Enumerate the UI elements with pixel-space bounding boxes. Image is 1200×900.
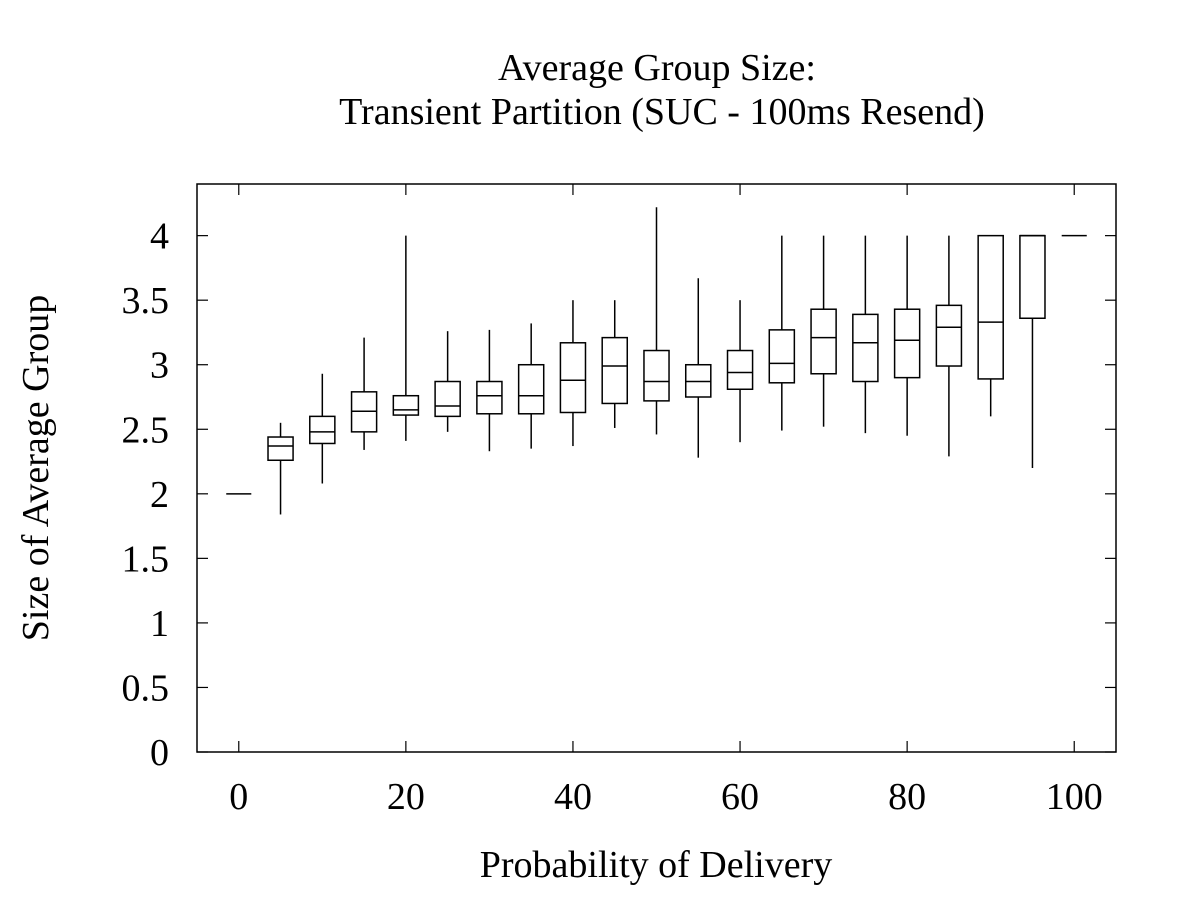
x-tick-label: 60: [721, 776, 759, 818]
box: [643, 349, 670, 402]
x-axis-label: Probability of Delivery: [480, 844, 832, 886]
y-tick-label: 2: [150, 474, 169, 516]
box: [434, 380, 461, 418]
plot-area: 00.511.522.533.540 20 40 60 80 100: [122, 183, 1117, 818]
y-tick-label: 3.5: [122, 280, 170, 322]
y-tick-label: 3: [150, 345, 169, 387]
box: [768, 329, 796, 384]
box: [726, 349, 754, 391]
box: [1019, 234, 1046, 320]
y-tick-label: 0.5: [122, 667, 170, 709]
x-tick-label: 80: [888, 776, 926, 818]
y-axis-label: Size of Average Group: [15, 295, 57, 641]
box: [476, 380, 503, 415]
box: [267, 436, 294, 462]
box: [852, 313, 879, 383]
plot-frame: [196, 183, 1117, 753]
box: [810, 308, 837, 375]
x-tick-label: 0: [229, 776, 248, 818]
chart-title-line-2: Transient Partition (SUC - 100ms Resend): [339, 91, 985, 133]
box: [893, 308, 921, 379]
chart-title-line-1: Average Group Size:: [498, 47, 816, 89]
box: [517, 363, 545, 415]
box: [977, 234, 1004, 380]
x-tick-label: 100: [1046, 776, 1103, 818]
y-tick-label: 4: [150, 216, 169, 258]
x-tick-label: 40: [554, 776, 592, 818]
box: [601, 336, 629, 405]
box: [935, 304, 963, 367]
box: [309, 415, 336, 445]
y-tick-label: 1.5: [122, 538, 170, 580]
y-tick-label: 1: [150, 603, 169, 645]
y-tick-label: 0: [150, 732, 169, 774]
box: [392, 394, 420, 416]
y-tick-label: 2.5: [122, 409, 170, 451]
box: [559, 342, 587, 414]
x-tick-label: 20: [387, 776, 425, 818]
